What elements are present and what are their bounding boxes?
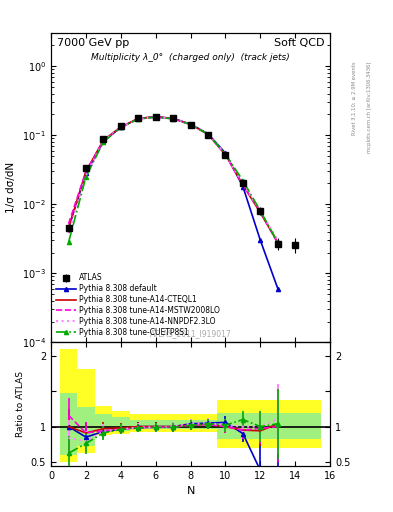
Text: Multiplicity λ_0°  (charged only)  (track jets): Multiplicity λ_0° (charged only) (track … bbox=[91, 53, 290, 62]
Pythia 8.308 default bbox=[66, 225, 71, 231]
Pythia 8.308 tune-A14-CTEQL1 bbox=[119, 124, 123, 130]
Pythia 8.308 tune-A14-MSTW2008LO bbox=[258, 208, 263, 215]
Pythia 8.308 tune-CUETP8S1 bbox=[119, 124, 123, 131]
Pythia 8.308 tune-A14-CTEQL1 bbox=[188, 121, 193, 127]
Pythia 8.308 tune-CUETP8S1 bbox=[153, 114, 158, 120]
Pythia 8.308 default bbox=[188, 121, 193, 127]
Line: Pythia 8.308 tune-CUETP8S1: Pythia 8.308 tune-CUETP8S1 bbox=[66, 115, 280, 245]
Pythia 8.308 default bbox=[275, 286, 280, 292]
Line: Pythia 8.308 default: Pythia 8.308 default bbox=[66, 115, 280, 291]
Pythia 8.308 tune-A14-NNPDF2.3LO bbox=[241, 180, 245, 186]
Pythia 8.308 tune-A14-NNPDF2.3LO bbox=[223, 151, 228, 157]
Legend: ATLAS, Pythia 8.308 default, Pythia 8.308 tune-A14-CTEQL1, Pythia 8.308 tune-A14: ATLAS, Pythia 8.308 default, Pythia 8.30… bbox=[55, 272, 222, 338]
Pythia 8.308 default bbox=[223, 150, 228, 156]
Pythia 8.308 default bbox=[84, 170, 88, 177]
Pythia 8.308 default bbox=[136, 115, 141, 121]
Pythia 8.308 tune-A14-MSTW2008LO bbox=[66, 221, 71, 227]
Pythia 8.308 default bbox=[258, 237, 263, 243]
Pythia 8.308 default bbox=[171, 115, 176, 121]
Pythia 8.308 tune-A14-MSTW2008LO bbox=[153, 114, 158, 120]
Pythia 8.308 tune-A14-NNPDF2.3LO bbox=[171, 115, 176, 121]
Pythia 8.308 tune-A14-MSTW2008LO bbox=[241, 182, 245, 188]
Pythia 8.308 tune-A14-CTEQL1 bbox=[136, 115, 141, 121]
Pythia 8.308 tune-A14-NNPDF2.3LO bbox=[66, 230, 71, 237]
Pythia 8.308 tune-A14-CTEQL1 bbox=[101, 137, 106, 143]
Pythia 8.308 tune-A14-CTEQL1 bbox=[258, 210, 263, 216]
Text: 7000 GeV pp: 7000 GeV pp bbox=[57, 38, 129, 48]
Pythia 8.308 tune-A14-NNPDF2.3LO bbox=[275, 237, 280, 243]
Pythia 8.308 tune-A14-MSTW2008LO bbox=[84, 168, 88, 175]
Pythia 8.308 tune-CUETP8S1 bbox=[171, 116, 176, 122]
Line: Pythia 8.308 tune-A14-MSTW2008LO: Pythia 8.308 tune-A14-MSTW2008LO bbox=[68, 117, 278, 244]
Pythia 8.308 tune-A14-NNPDF2.3LO bbox=[101, 138, 106, 144]
Pythia 8.308 tune-A14-NNPDF2.3LO bbox=[136, 116, 141, 122]
Pythia 8.308 tune-CUETP8S1 bbox=[223, 151, 228, 157]
Pythia 8.308 tune-A14-CTEQL1 bbox=[241, 182, 245, 188]
Pythia 8.308 tune-A14-MSTW2008LO bbox=[206, 131, 210, 137]
Pythia 8.308 tune-CUETP8S1 bbox=[188, 121, 193, 127]
Pythia 8.308 tune-A14-CTEQL1 bbox=[153, 114, 158, 120]
Pythia 8.308 tune-A14-CTEQL1 bbox=[171, 115, 176, 121]
Pythia 8.308 tune-A14-MSTW2008LO bbox=[275, 241, 280, 247]
Line: Pythia 8.308 tune-A14-NNPDF2.3LO: Pythia 8.308 tune-A14-NNPDF2.3LO bbox=[68, 117, 278, 240]
Pythia 8.308 tune-A14-MSTW2008LO bbox=[188, 121, 193, 127]
Pythia 8.308 tune-A14-CTEQL1 bbox=[66, 225, 71, 231]
Line: Pythia 8.308 tune-A14-CTEQL1: Pythia 8.308 tune-A14-CTEQL1 bbox=[68, 117, 278, 242]
Y-axis label: 1/σ dσ/dN: 1/σ dσ/dN bbox=[6, 162, 17, 214]
Pythia 8.308 tune-A14-CTEQL1 bbox=[206, 131, 210, 137]
Pythia 8.308 default bbox=[101, 138, 106, 144]
Pythia 8.308 default bbox=[206, 131, 210, 137]
Pythia 8.308 tune-A14-NNPDF2.3LO bbox=[206, 131, 210, 137]
Y-axis label: Ratio to ATLAS: Ratio to ATLAS bbox=[16, 371, 25, 437]
Pythia 8.308 tune-A14-CTEQL1 bbox=[223, 152, 228, 158]
Pythia 8.308 default bbox=[119, 124, 123, 131]
Pythia 8.308 tune-CUETP8S1 bbox=[66, 239, 71, 245]
Pythia 8.308 tune-A14-NNPDF2.3LO bbox=[258, 208, 263, 214]
Pythia 8.308 tune-A14-NNPDF2.3LO bbox=[153, 114, 158, 120]
Pythia 8.308 tune-CUETP8S1 bbox=[258, 208, 263, 214]
Pythia 8.308 tune-CUETP8S1 bbox=[101, 139, 106, 145]
Pythia 8.308 default bbox=[241, 184, 245, 190]
X-axis label: N: N bbox=[186, 486, 195, 496]
Text: ATLAS_2011_I919017: ATLAS_2011_I919017 bbox=[150, 329, 231, 338]
Pythia 8.308 tune-A14-MSTW2008LO bbox=[171, 116, 176, 122]
Text: Soft QCD: Soft QCD bbox=[274, 38, 325, 48]
Pythia 8.308 tune-A14-MSTW2008LO bbox=[119, 124, 123, 131]
Pythia 8.308 tune-CUETP8S1 bbox=[136, 116, 141, 122]
Text: Rivet 3.1.10; ≥ 2.9M events: Rivet 3.1.10; ≥ 2.9M events bbox=[352, 61, 357, 135]
Pythia 8.308 tune-A14-NNPDF2.3LO bbox=[119, 124, 123, 131]
Pythia 8.308 tune-A14-MSTW2008LO bbox=[136, 116, 141, 122]
Pythia 8.308 tune-A14-CTEQL1 bbox=[84, 168, 88, 175]
Pythia 8.308 tune-A14-MSTW2008LO bbox=[223, 152, 228, 158]
Pythia 8.308 tune-A14-MSTW2008LO bbox=[101, 138, 106, 144]
Pythia 8.308 default bbox=[153, 114, 158, 120]
Pythia 8.308 tune-CUETP8S1 bbox=[241, 178, 245, 184]
Pythia 8.308 tune-A14-CTEQL1 bbox=[275, 239, 280, 245]
Pythia 8.308 tune-CUETP8S1 bbox=[275, 239, 280, 245]
Pythia 8.308 tune-A14-NNPDF2.3LO bbox=[188, 121, 193, 127]
Pythia 8.308 tune-CUETP8S1 bbox=[84, 174, 88, 180]
Text: mcplots.cern.ch [arXiv:1306.3436]: mcplots.cern.ch [arXiv:1306.3436] bbox=[367, 61, 373, 153]
Pythia 8.308 tune-CUETP8S1 bbox=[206, 131, 210, 137]
Pythia 8.308 tune-A14-NNPDF2.3LO bbox=[84, 173, 88, 179]
